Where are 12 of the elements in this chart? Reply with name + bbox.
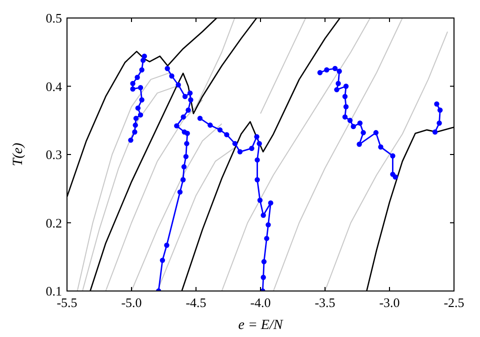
x-tick-label: -3.5 (314, 295, 336, 310)
x-axis-title: e = E/N (238, 318, 284, 333)
x-tick-label: -3.0 (379, 295, 400, 310)
y-tick-label: 0.3 (46, 147, 62, 162)
y-axis-title: T(e) (11, 142, 26, 166)
x-tick-label: -4.5 (186, 295, 206, 310)
x-tick-label: -5.0 (121, 295, 142, 310)
y-tick-label: 0.4 (46, 78, 62, 94)
y-tick-label: 0.2 (46, 215, 62, 230)
y-tick-label: 0.5 (46, 10, 62, 26)
x-tick-label: -2.5 (444, 295, 464, 310)
x-tick-label: -4.0 (250, 295, 271, 310)
